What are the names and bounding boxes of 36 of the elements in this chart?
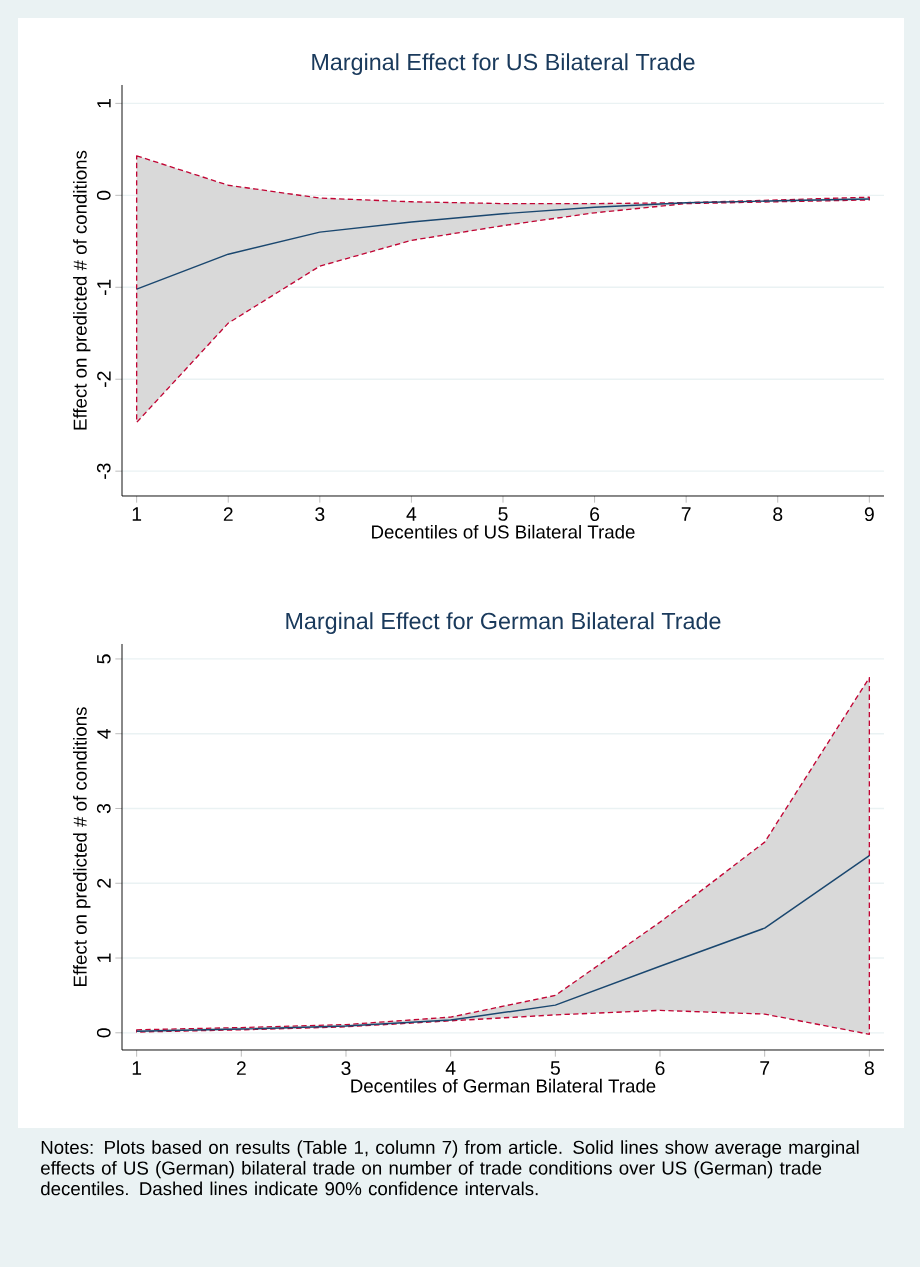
y-tick-label: -2	[97, 371, 111, 387]
x-tick-label: 4	[445, 1061, 456, 1075]
y-tick-label: -1	[97, 279, 111, 296]
x-axis-title: Decentiles of US Bilateral Trade	[372, 524, 635, 539]
x-tick-label: 6	[590, 507, 600, 522]
x-tick-label: 8	[864, 1061, 874, 1076]
text: Notes: Plots based on results (Table 1, column 7) from article. Solid lines show average marginal effects of US (German) bilateral trade on number of trade conditions over US (German) trade decentiles. Dashed lines indicate 90% confidence intervals.	[41, 1140, 859, 1196]
chart-title: Marginal Effect for US Bilateral Trade	[312, 53, 695, 75]
x-tick-label: 1	[132, 507, 142, 521]
y-tick-label: 1	[97, 953, 111, 962]
y-tick-label: 1	[97, 98, 111, 108]
y-tick-label: 0	[96, 190, 111, 200]
y-tick-label: 3	[96, 803, 111, 814]
y-tick-label: 4	[97, 728, 111, 739]
y-axis-title: Effect on predicted # of conditions	[73, 707, 91, 986]
y-tick-label: 0	[96, 1028, 111, 1038]
x-tick-label: 2	[223, 507, 233, 521]
x-tick-label: 2	[236, 1061, 246, 1075]
x-tick-label: 5	[550, 1061, 560, 1075]
x-tick-label: 8	[773, 507, 783, 522]
x-tick-label: 7	[760, 1061, 770, 1075]
line-series	[135, 854, 871, 1033]
x-tick-label: 9	[864, 507, 874, 522]
x-tick-label: 3	[341, 1061, 351, 1076]
x-tick-label: 6	[655, 1061, 665, 1076]
x-tick-label: 4	[406, 507, 417, 521]
y-tick-label: 5	[97, 654, 111, 664]
x-tick-label: 7	[681, 507, 691, 521]
x-tick-label: 5	[498, 507, 508, 521]
x-tick-label: 1	[132, 1061, 142, 1075]
y-axis-title: Effect on predicted # of conditions	[73, 150, 91, 430]
x-axis-title: Decentiles of German Bilateral Trade	[351, 1078, 656, 1093]
y-tick-label: 2	[97, 878, 111, 888]
y-tick-label: -3	[96, 463, 111, 479]
x-tick-label: 3	[315, 507, 325, 522]
chart-title: Marginal Effect for German Bilateral Trade	[286, 612, 721, 634]
